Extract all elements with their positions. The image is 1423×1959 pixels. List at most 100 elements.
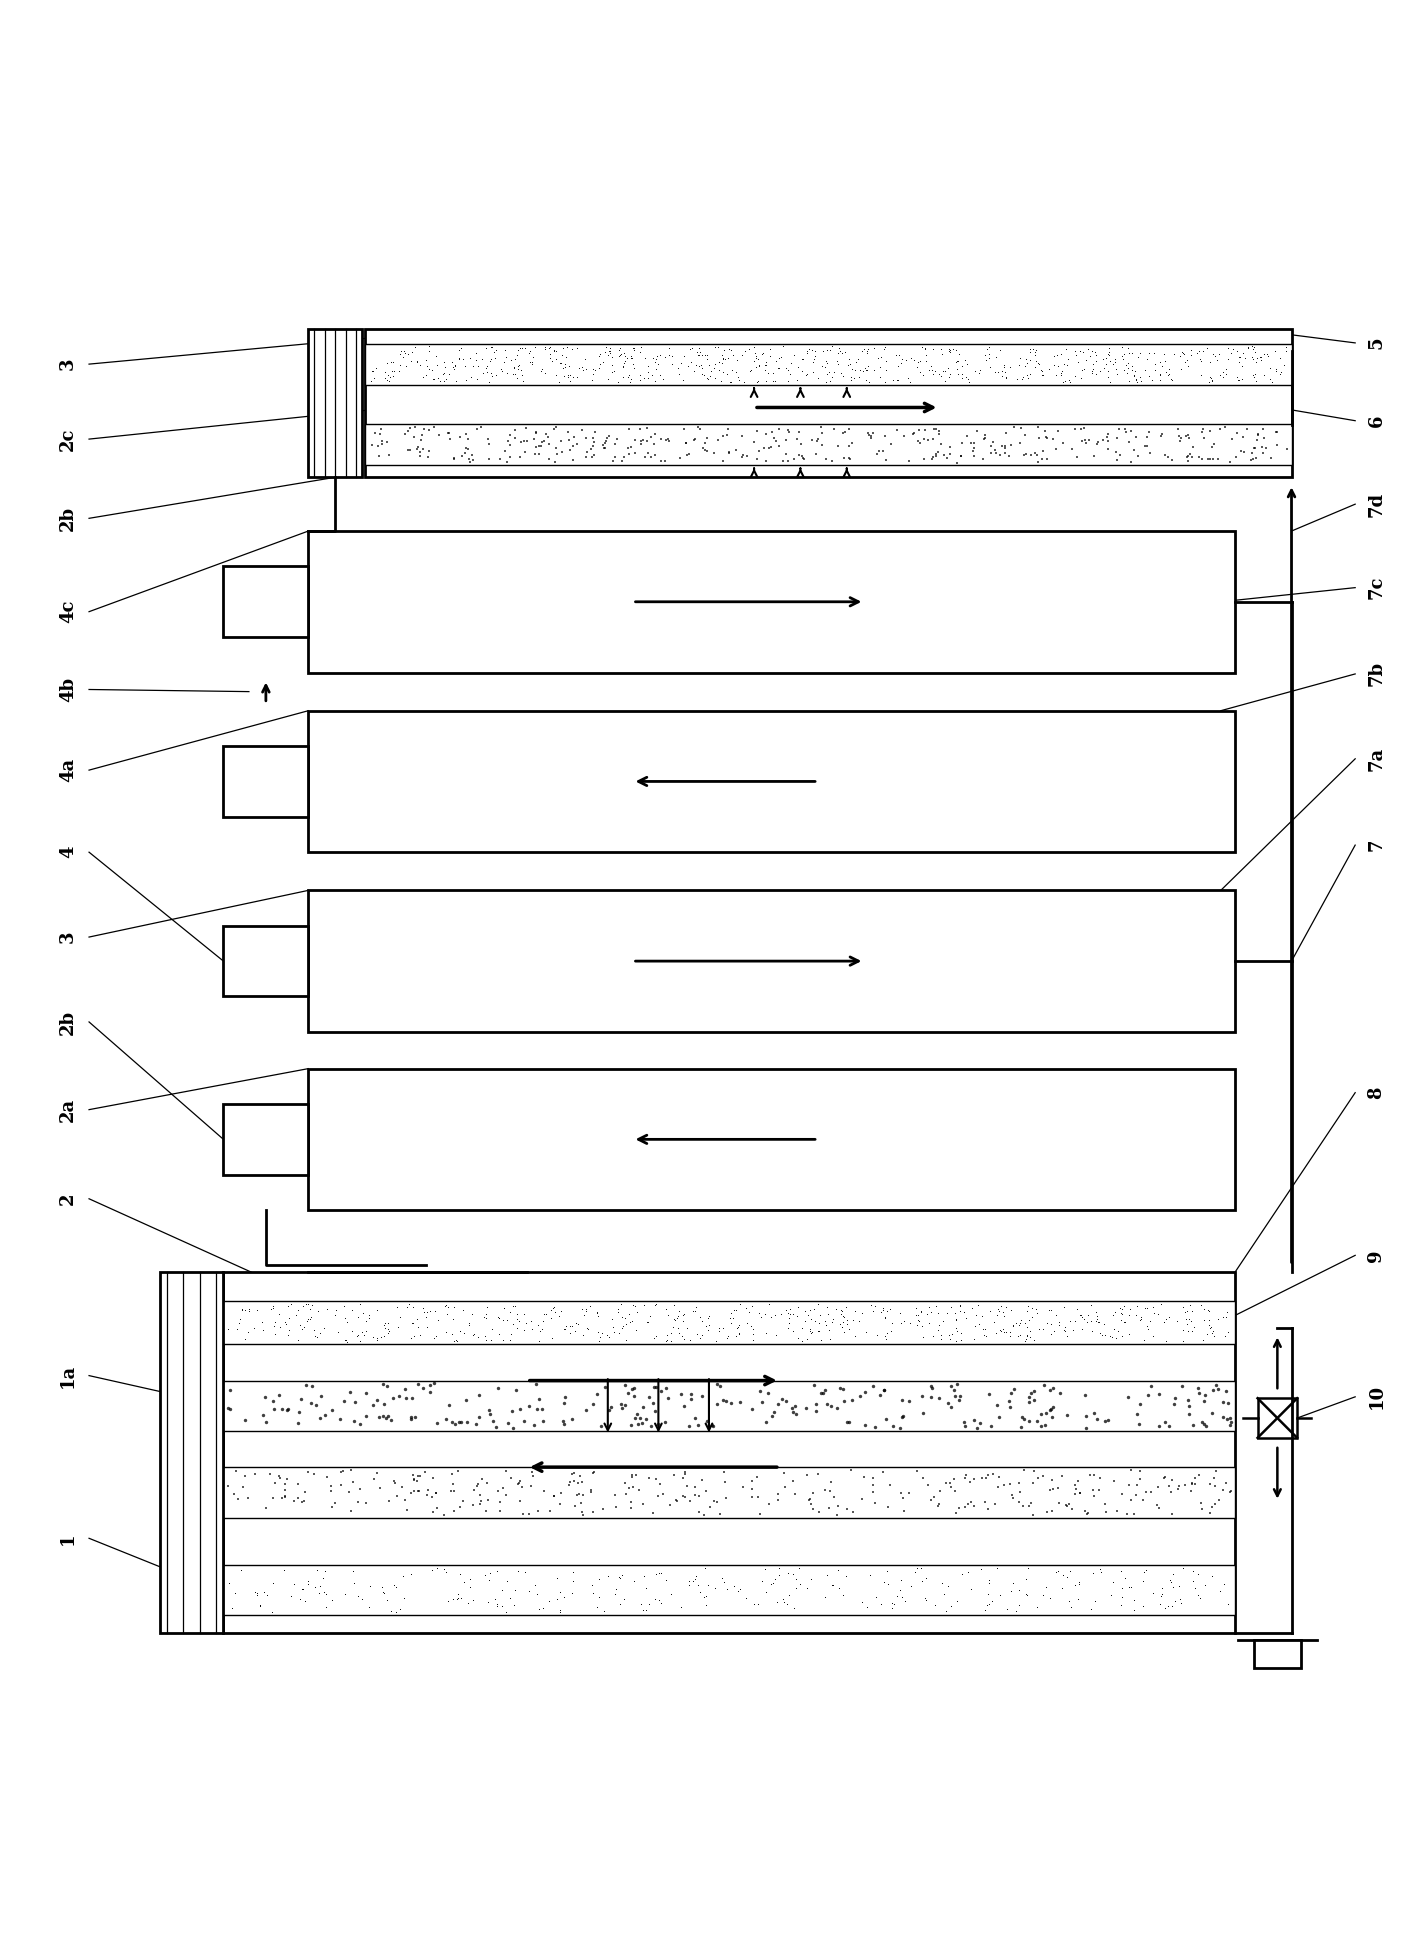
Point xyxy=(366,1322,388,1354)
Point xyxy=(963,1324,986,1356)
Point xyxy=(1266,417,1289,449)
Point xyxy=(831,1579,854,1610)
Point xyxy=(541,1293,564,1324)
Point xyxy=(709,1499,731,1530)
Point xyxy=(602,1316,625,1348)
Point xyxy=(1062,1314,1084,1346)
Point xyxy=(1276,433,1299,464)
Point xyxy=(1010,1412,1033,1444)
Point xyxy=(558,1316,581,1348)
Point xyxy=(891,1581,914,1612)
Point xyxy=(549,1597,572,1628)
Point xyxy=(1013,1324,1036,1356)
Point xyxy=(837,1305,859,1336)
Point xyxy=(1073,353,1096,384)
Point xyxy=(750,1565,773,1597)
Point xyxy=(549,1295,572,1326)
Point xyxy=(1094,343,1117,374)
Point xyxy=(662,1459,684,1491)
Point xyxy=(1247,425,1269,456)
Point xyxy=(490,353,512,384)
Point xyxy=(928,1487,951,1518)
Point xyxy=(1090,1557,1113,1589)
Point xyxy=(743,427,766,458)
Point xyxy=(218,1567,240,1599)
Point xyxy=(309,1318,332,1350)
Point xyxy=(1184,1463,1207,1495)
Point xyxy=(334,1579,357,1610)
Point xyxy=(397,1289,420,1320)
Point xyxy=(948,1295,970,1326)
Point xyxy=(262,1483,285,1514)
Point xyxy=(622,333,645,364)
Point xyxy=(842,362,865,394)
Point xyxy=(596,1561,619,1593)
Point xyxy=(554,349,576,380)
Point xyxy=(393,337,416,368)
Point xyxy=(491,1471,514,1503)
Point xyxy=(1185,337,1208,368)
Point xyxy=(783,339,805,370)
Point xyxy=(268,1459,290,1491)
Point xyxy=(396,1495,418,1526)
Point xyxy=(1165,1305,1188,1336)
Point xyxy=(1181,1314,1204,1346)
Point xyxy=(963,427,986,458)
Point xyxy=(1231,421,1254,453)
Point xyxy=(434,351,457,382)
Point xyxy=(785,1301,808,1332)
Point xyxy=(690,1305,713,1336)
Point xyxy=(767,353,790,384)
Point xyxy=(632,1595,655,1626)
Point xyxy=(512,1299,535,1330)
Point xyxy=(528,439,551,470)
Point xyxy=(236,1483,259,1514)
Point xyxy=(401,1459,424,1491)
Point xyxy=(962,435,985,466)
Point xyxy=(507,1305,529,1336)
Point xyxy=(586,1297,609,1328)
Point xyxy=(410,419,433,451)
Point xyxy=(976,1579,999,1610)
Point xyxy=(710,347,733,378)
Point xyxy=(396,1291,418,1322)
Point xyxy=(861,417,884,449)
Point xyxy=(501,1395,524,1426)
Point xyxy=(1005,1307,1027,1338)
Point xyxy=(277,1291,300,1322)
Point xyxy=(1007,1311,1030,1342)
Point xyxy=(370,1571,393,1602)
Point xyxy=(938,1320,961,1352)
Point xyxy=(309,1571,332,1602)
Point xyxy=(723,1295,746,1326)
Point xyxy=(255,1493,277,1524)
Point xyxy=(1170,355,1192,386)
Point xyxy=(815,335,838,366)
Point xyxy=(369,1320,391,1352)
Point xyxy=(551,339,573,370)
Point xyxy=(544,1297,566,1328)
Point xyxy=(480,1399,502,1430)
Point xyxy=(303,1571,326,1602)
Point xyxy=(425,1320,448,1352)
Point xyxy=(906,353,929,384)
Point xyxy=(657,333,680,364)
Point xyxy=(800,1314,822,1346)
Point xyxy=(416,1479,438,1510)
Point xyxy=(979,1295,1002,1326)
Point xyxy=(835,1309,858,1340)
Point xyxy=(766,1587,788,1618)
Point xyxy=(1192,1305,1215,1336)
Point xyxy=(931,337,953,368)
Point xyxy=(1191,417,1214,449)
Point xyxy=(1064,339,1087,370)
Point xyxy=(532,425,555,456)
Point xyxy=(841,1385,864,1416)
Point xyxy=(337,1475,360,1506)
Point xyxy=(1069,1477,1091,1508)
Point xyxy=(1097,360,1120,392)
Point xyxy=(305,1389,327,1420)
Point xyxy=(346,1318,369,1350)
Point xyxy=(554,1314,576,1346)
Point xyxy=(1141,1320,1164,1352)
